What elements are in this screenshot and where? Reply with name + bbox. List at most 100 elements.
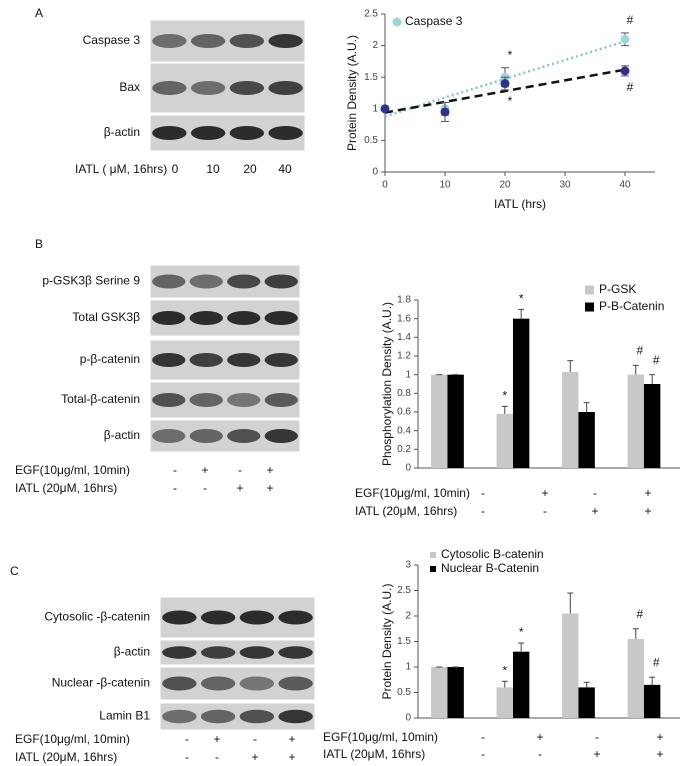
blot-label: p-β-catenin [80,352,140,366]
lane-title: IATL ( μM, 16hrs) [75,162,167,176]
treatment-sign: - [481,504,485,518]
treatment-sign: - [203,481,207,495]
y-axis-label: Phosphorylation Density (A.U.) [380,302,394,466]
blot-label: Cytosolic -β-catenin [44,610,150,624]
treatment-sign: + [591,504,598,518]
annotation: # [627,13,634,27]
blot-band [278,610,313,625]
annotation: # [653,655,660,669]
treatment-sign: + [201,463,208,477]
blot-band [268,126,303,140]
treatment-sign: - [481,486,485,500]
y-tick-label: 1.8 [397,295,411,306]
treatment-sign: - [185,750,189,764]
lane-label: 40 [278,162,292,176]
blot-band [227,353,261,367]
legend-marker [585,302,594,312]
blot-band [190,34,226,48]
bar [562,371,579,468]
blot-band [162,676,197,691]
blot-band [189,353,223,367]
treatment-sign: + [266,481,273,495]
y-tick-label: 2 [405,611,411,622]
blot-band [152,126,187,140]
blot-label: Total-β-catenin [61,392,140,406]
annotation: * [519,292,524,306]
blot-band [278,646,313,659]
annotation: # [636,344,643,358]
bar [431,374,448,468]
blot-band [189,311,223,325]
x-tick-label: 0 [382,180,388,191]
blot-band [200,646,236,659]
blot-label: p-GSK3β Serine 9 [42,274,140,288]
treatment-sign: + [236,481,243,495]
blot-band [162,709,197,724]
bar [431,667,448,718]
blot-band [227,311,261,325]
y-tick-label: 1.4 [397,332,411,343]
treatment-label: EGF(10μg/ml, 10min) [355,486,470,500]
y-tick-label: 2.5 [397,585,411,596]
blot-band [229,81,265,95]
blot-band [239,610,275,625]
blot-band [264,274,298,289]
blot-band [200,676,236,691]
blot-band [268,34,303,48]
bar [447,374,464,468]
blot-label: β-actin [114,645,150,659]
blot-band [190,81,226,95]
treatment-sign: + [541,486,548,500]
x-tick-label: 10 [439,180,451,191]
annotation: # [636,607,643,621]
y-tick-label: 0.6 [397,407,411,418]
blot-band [152,274,186,289]
blot-band [229,34,265,48]
treatment-sign: - [173,481,177,495]
legend-label: P-GSK [599,282,636,296]
treatment-sign: - [538,747,542,761]
annotation: * [502,663,507,677]
treatment-sign: - [593,486,597,500]
blot-band [152,429,186,443]
treatment-label: EGF(10μg/ml, 10min) [15,463,130,477]
blot-band [264,393,298,407]
treatment-sign: + [213,732,220,746]
blot-label: β-actin [104,428,140,442]
treatment-sign: + [251,750,258,764]
y-tick-label: 0.5 [364,135,378,146]
blot-band [152,81,187,95]
blot-band [152,311,186,325]
point [620,34,630,44]
treatment-label: EGF(10μg/ml, 10min) [323,730,438,744]
point [500,79,510,89]
blot-band [264,353,298,367]
treatment-sign: + [644,486,651,500]
point [620,66,630,76]
treatment-sign: + [536,730,543,744]
y-tick-label: 1.2 [397,351,411,362]
treatment-sign: - [481,747,485,761]
y-tick-label: 1 [405,369,411,380]
legend-label: Caspase 3 [405,14,463,28]
bar [496,687,513,718]
blot-band [278,676,313,691]
y-tick-label: 3 [405,560,411,571]
lane-label: 0 [172,162,179,176]
bar [643,684,661,718]
treatment-label: IATL (20μM, 16hrs) [355,504,457,518]
annotation: # [653,353,660,367]
blot-band [162,646,197,659]
annotation: * [508,48,513,62]
blot-band [264,429,298,443]
panel-letter: B [35,237,43,251]
bar [578,412,595,468]
y-tick-label: 1.6 [397,313,411,324]
bar [627,638,644,718]
treatment-label: IATL (20μM, 16hrs) [15,481,117,495]
treatment-label: IATL (20μM, 16hrs) [15,750,117,764]
blot-band [189,393,223,407]
treatment-sign: - [238,463,242,477]
y-tick-label: 0 [405,463,411,474]
treatment-sign: + [288,732,295,746]
